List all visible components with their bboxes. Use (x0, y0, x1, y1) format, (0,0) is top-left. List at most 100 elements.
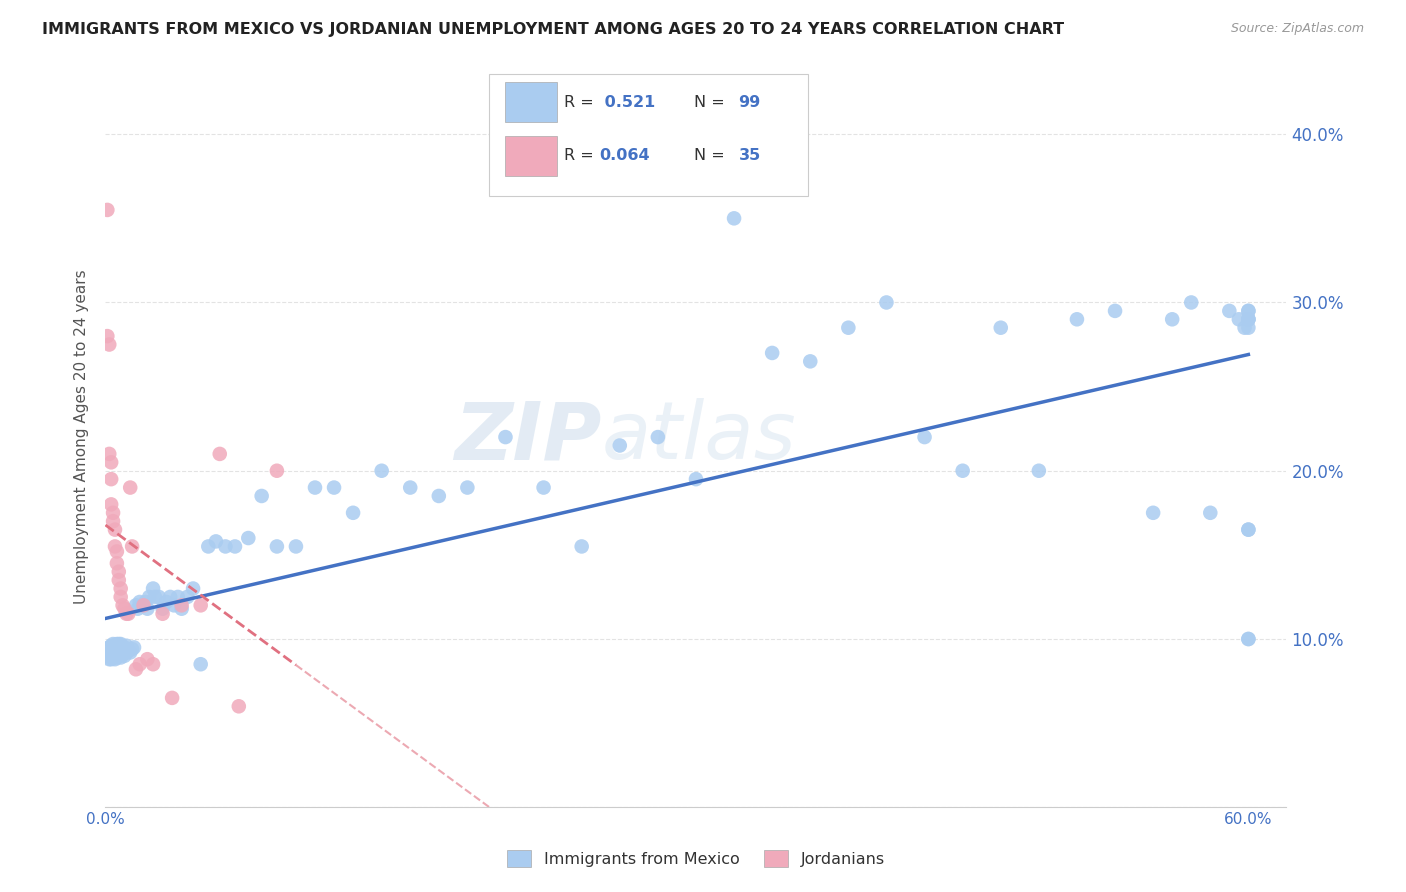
Point (136, 601, 159, 615)
Point (1161, 312, 1184, 326)
Text: atlas: atlas (602, 398, 796, 476)
Text: 99: 99 (738, 95, 761, 110)
Point (120, 645, 142, 659)
Point (111, 640, 134, 655)
Point (228, 699, 250, 714)
Point (170, 601, 193, 615)
FancyBboxPatch shape (505, 82, 557, 122)
Point (107, 648, 129, 663)
Point (132, 599, 155, 613)
Point (143, 590, 166, 604)
Point (142, 657, 165, 672)
Point (134, 595, 156, 609)
Point (96, 648, 118, 663)
Point (152, 601, 174, 615)
Point (96, 202, 118, 217)
Text: R =: R = (564, 148, 599, 163)
Point (647, 430, 669, 444)
Point (208, 447, 231, 461)
Y-axis label: Unemployment Among Ages 20 to 24 years: Unemployment Among Ages 20 to 24 years (75, 269, 90, 605)
Point (98, 640, 121, 655)
Text: 0.521: 0.521 (599, 95, 655, 110)
Point (107, 637, 129, 651)
Point (128, 657, 150, 672)
Point (155, 595, 177, 609)
Point (533, 481, 555, 495)
Point (98, 652, 121, 666)
Point (323, 481, 346, 495)
Point (110, 637, 132, 651)
Point (117, 607, 139, 621)
Legend: Immigrants from Mexico, Jordanians: Immigrants from Mexico, Jordanians (501, 843, 891, 873)
Point (107, 644, 129, 658)
Point (181, 582, 204, 596)
Point (1227, 312, 1250, 326)
FancyBboxPatch shape (489, 74, 808, 196)
Point (284, 540, 307, 554)
Point (1237, 632, 1260, 646)
Point (799, 354, 821, 368)
Point (190, 599, 212, 613)
Point (1237, 312, 1260, 326)
Point (105, 556, 128, 570)
Point (128, 595, 150, 609)
Point (104, 652, 127, 666)
Point (136, 652, 159, 666)
Point (111, 599, 134, 613)
Point (132, 599, 155, 613)
Point (101, 506, 124, 520)
Point (121, 642, 143, 657)
Point (304, 481, 326, 495)
Point (456, 481, 478, 495)
Point (105, 637, 128, 651)
Point (117, 644, 139, 658)
Point (875, 295, 897, 310)
Point (342, 506, 364, 520)
Point (1180, 295, 1202, 310)
Point (238, 531, 260, 545)
FancyBboxPatch shape (505, 136, 557, 176)
Point (152, 607, 174, 621)
Point (1199, 506, 1222, 520)
Text: N =: N = (693, 95, 730, 110)
Point (370, 464, 392, 478)
Text: 0.064: 0.064 (599, 148, 650, 163)
Point (1237, 320, 1260, 334)
Point (427, 489, 450, 503)
Point (110, 590, 132, 604)
Point (1237, 312, 1260, 326)
Point (1237, 304, 1260, 318)
Point (571, 540, 593, 554)
Point (111, 647, 134, 661)
Point (114, 601, 136, 615)
Point (110, 582, 132, 596)
Point (142, 582, 165, 596)
Point (100, 472, 122, 486)
Point (110, 650, 132, 665)
Point (1237, 632, 1260, 646)
Point (160, 690, 183, 705)
Point (250, 489, 273, 503)
Point (101, 514, 124, 528)
Point (214, 540, 236, 554)
Point (1237, 523, 1260, 537)
Point (125, 599, 148, 613)
Point (110, 644, 132, 658)
Point (166, 590, 188, 604)
Point (163, 599, 186, 613)
Point (1218, 304, 1240, 318)
Point (122, 640, 145, 655)
Point (837, 320, 859, 334)
Point (104, 645, 127, 659)
Point (1028, 464, 1050, 478)
Point (115, 645, 138, 659)
Point (115, 607, 138, 621)
Point (685, 472, 707, 486)
Point (1066, 312, 1088, 326)
Point (952, 464, 974, 478)
Point (266, 540, 288, 554)
Point (1104, 304, 1126, 318)
Point (224, 540, 246, 554)
Point (100, 645, 122, 659)
Point (148, 590, 170, 604)
